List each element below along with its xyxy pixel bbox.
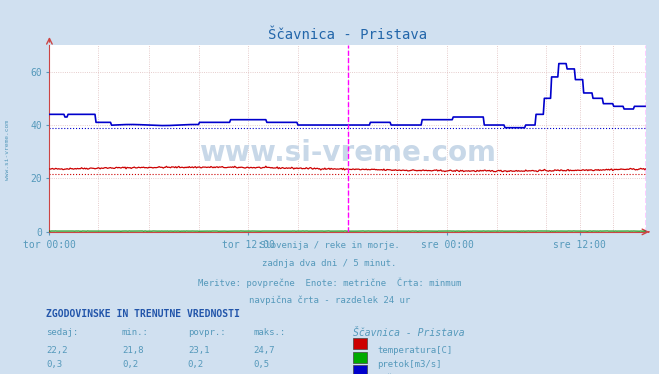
Text: temperatura[C]: temperatura[C] <box>377 346 452 355</box>
Text: ZGODOVINSKE IN TRENUTNE VREDNOSTI: ZGODOVINSKE IN TRENUTNE VREDNOSTI <box>46 309 240 319</box>
Text: sedaj:: sedaj: <box>46 328 78 337</box>
Text: Ščavnica - Pristava: Ščavnica - Pristava <box>353 328 464 338</box>
Text: Slovenija / reke in morje.: Slovenija / reke in morje. <box>260 241 399 250</box>
Text: navpična črta - razdelek 24 ur: navpična črta - razdelek 24 ur <box>249 295 410 304</box>
Text: min.:: min.: <box>122 328 149 337</box>
Text: 24,7: 24,7 <box>254 346 275 355</box>
Text: pretok[m3/s]: pretok[m3/s] <box>377 360 442 369</box>
Text: povpr.:: povpr.: <box>188 328 225 337</box>
Text: 0,3: 0,3 <box>46 360 62 369</box>
Text: 0,2: 0,2 <box>122 360 138 369</box>
Text: Meritve: povprečne  Enote: metrične  Črta: minmum: Meritve: povprečne Enote: metrične Črta:… <box>198 277 461 288</box>
Text: 22,2: 22,2 <box>46 346 68 355</box>
Text: 0,5: 0,5 <box>254 360 270 369</box>
Text: maks.:: maks.: <box>254 328 286 337</box>
Title: Ščavnica - Pristava: Ščavnica - Pristava <box>268 28 427 42</box>
Text: 23,1: 23,1 <box>188 346 210 355</box>
Text: www.si-vreme.com: www.si-vreme.com <box>5 120 11 180</box>
Text: 21,8: 21,8 <box>122 346 144 355</box>
Text: www.si-vreme.com: www.si-vreme.com <box>199 140 496 167</box>
Text: 0,2: 0,2 <box>188 360 204 369</box>
Text: zadnja dva dni / 5 minut.: zadnja dva dni / 5 minut. <box>262 259 397 268</box>
